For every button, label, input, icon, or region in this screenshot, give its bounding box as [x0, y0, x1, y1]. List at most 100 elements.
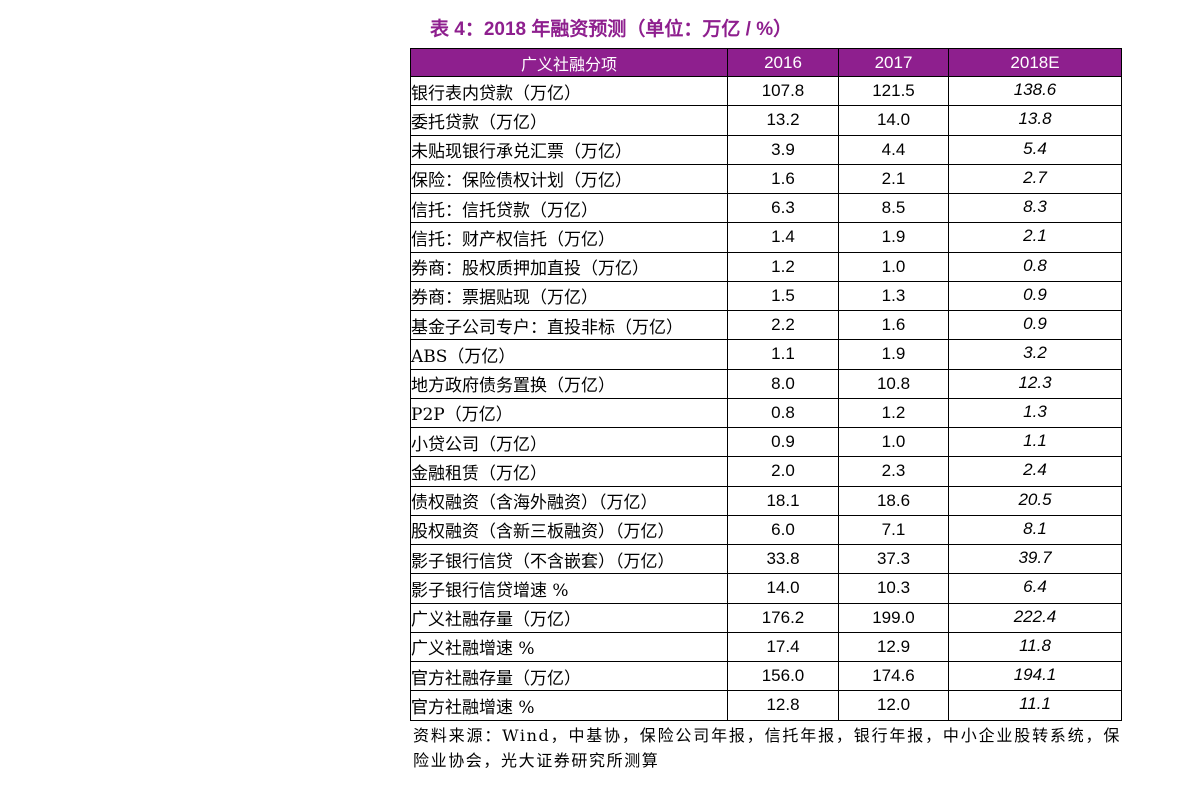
value-2017: 10.8 [838, 368, 949, 399]
table-row: 地方政府债务置换（万亿） 8.0 10.8 12.3 [410, 368, 1122, 399]
row-label: 股权融资（含新三板融资）（万亿） [410, 514, 728, 546]
value-2017: 1.3 [838, 280, 949, 312]
row-label: 小贷公司（万亿） [410, 426, 728, 458]
value-2018e: 138.6 [948, 75, 1122, 107]
value-2018e: 11.1 [948, 690, 1122, 721]
table-row: 券商：股权质押加直投（万亿） 1.2 1.0 0.8 [410, 251, 1122, 282]
row-label: 券商：股权质押加直投（万亿） [410, 251, 728, 282]
value-2018e: 0.8 [948, 251, 1122, 282]
table-row: 小贷公司（万亿） 0.9 1.0 1.1 [410, 426, 1122, 458]
row-label: 券商：票据贴现（万亿） [410, 280, 728, 312]
row-label: 广义社融存量（万亿） [410, 602, 728, 633]
table-row: 影子银行信贷（不含嵌套）（万亿） 33.8 37.3 39.7 [410, 543, 1122, 575]
table-row: 委托贷款（万亿） 13.2 14.0 13.8 [410, 105, 1122, 136]
table-row: 广义社融增速 % 17.4 12.9 11.8 [410, 631, 1122, 663]
financing-forecast-table: 广义社融分项 2016 2017 2018E 银行表内贷款（万亿） 107.8 12… [410, 48, 1122, 721]
value-2016: 13.2 [727, 105, 839, 136]
value-2018e: 11.8 [948, 631, 1122, 663]
table-header: 广义社融分项 2016 2017 2018E [410, 48, 1122, 77]
table-row: 券商：票据贴现（万亿） 1.5 1.3 0.9 [410, 280, 1122, 312]
value-2018e: 13.8 [948, 105, 1122, 136]
value-2018e: 5.4 [948, 134, 1122, 165]
value-2016: 1.4 [727, 222, 839, 253]
row-label: 官方社融存量（万亿） [410, 660, 728, 692]
source-note: 资料来源：Wind，中基协，保险公司年报，信托年报，银行年报，中小企业股转系统，… [413, 726, 1121, 770]
value-2018e: 3.2 [948, 339, 1122, 370]
value-2017: 8.5 [838, 192, 949, 224]
value-2018e: 194.1 [948, 660, 1122, 692]
row-label: 官方社融增速 % [410, 690, 728, 721]
header-2016: 2016 [727, 48, 839, 77]
table-title: 表 4：2018 年融资预测（单位：万亿 / %） [430, 19, 793, 40]
value-2016: 1.6 [727, 163, 839, 195]
value-2016: 2.2 [727, 309, 839, 341]
row-label: 保险：保险债权计划（万亿） [410, 163, 728, 195]
value-2016: 2.0 [727, 456, 839, 487]
value-2016: 0.9 [727, 426, 839, 458]
value-2018e: 2.1 [948, 222, 1122, 253]
row-label: P2P（万亿） [410, 397, 728, 429]
value-2016: 107.8 [727, 75, 839, 107]
value-2017: 199.0 [838, 602, 949, 633]
table-row: ABS（万亿） 1.1 1.9 3.2 [410, 339, 1122, 370]
value-2018e: 1.3 [948, 397, 1122, 429]
value-2018e: 222.4 [948, 602, 1122, 633]
row-label: ABS（万亿） [410, 339, 728, 370]
value-2018e: 2.7 [948, 163, 1122, 195]
value-2017: 37.3 [838, 543, 949, 575]
table-row: 官方社融增速 % 12.8 12.0 11.1 [410, 690, 1122, 721]
row-label: 金融租赁（万亿） [410, 456, 728, 487]
value-2018e: 20.5 [948, 485, 1122, 516]
value-2017: 7.1 [838, 514, 949, 546]
value-2018e: 12.3 [948, 368, 1122, 399]
table-row: P2P（万亿） 0.8 1.2 1.3 [410, 397, 1122, 429]
value-2016: 0.8 [727, 397, 839, 429]
row-label: 信托：信托贷款（万亿） [410, 192, 728, 224]
row-label: 未贴现银行承兑汇票（万亿） [410, 134, 728, 165]
table-row: 基金子公司专户：直投非标（万亿） 2.2 1.6 0.9 [410, 309, 1122, 341]
value-2018e: 8.3 [948, 192, 1122, 224]
value-2017: 12.9 [838, 631, 949, 663]
table-row: 保险：保险债权计划（万亿） 1.6 2.1 2.7 [410, 163, 1122, 195]
table-row: 官方社融存量（万亿） 156.0 174.6 194.1 [410, 660, 1122, 692]
value-2016: 176.2 [727, 602, 839, 633]
value-2017: 2.1 [838, 163, 949, 195]
value-2018e: 0.9 [948, 280, 1122, 312]
row-label: 债权融资（含海外融资）（万亿） [410, 485, 728, 516]
header-2017: 2017 [838, 48, 949, 77]
value-2016: 3.9 [727, 134, 839, 165]
table-row: 股权融资（含新三板融资）（万亿） 6.0 7.1 8.1 [410, 514, 1122, 546]
value-2016: 1.1 [727, 339, 839, 370]
value-2017: 1.9 [838, 339, 949, 370]
header-2018e: 2018E [948, 48, 1122, 77]
value-2018e: 39.7 [948, 543, 1122, 575]
row-label: 委托贷款（万亿） [410, 105, 728, 136]
value-2017: 12.0 [838, 690, 949, 721]
value-2016: 18.1 [727, 485, 839, 516]
value-2017: 14.0 [838, 105, 949, 136]
value-2018e: 0.9 [948, 309, 1122, 341]
value-2016: 17.4 [727, 631, 839, 663]
value-2017: 121.5 [838, 75, 949, 107]
table-row: 金融租赁（万亿） 2.0 2.3 2.4 [410, 456, 1122, 487]
value-2016: 1.2 [727, 251, 839, 282]
value-2016: 6.3 [727, 192, 839, 224]
value-2017: 10.3 [838, 573, 949, 604]
value-2016: 8.0 [727, 368, 839, 399]
value-2017: 1.9 [838, 222, 949, 253]
row-label: 基金子公司专户：直投非标（万亿） [410, 309, 728, 341]
table-row: 信托：信托贷款（万亿） 6.3 8.5 8.3 [410, 192, 1122, 224]
value-2017: 18.6 [838, 485, 949, 516]
row-label: 影子银行信贷（不含嵌套）（万亿） [410, 543, 728, 575]
row-label: 地方政府债务置换（万亿） [410, 368, 728, 399]
table-row: 影子银行信贷增速 % 14.0 10.3 6.4 [410, 573, 1122, 604]
value-2016: 12.8 [727, 690, 839, 721]
row-label: 影子银行信贷增速 % [410, 573, 728, 604]
table-row: 信托：财产权信托（万亿） 1.4 1.9 2.1 [410, 222, 1122, 253]
table-row: 银行表内贷款（万亿） 107.8 121.5 138.6 [410, 75, 1122, 107]
value-2018e: 1.1 [948, 426, 1122, 458]
row-label: 银行表内贷款（万亿） [410, 75, 728, 107]
header-category: 广义社融分项 [410, 48, 728, 77]
value-2018e: 2.4 [948, 456, 1122, 487]
value-2017: 2.3 [838, 456, 949, 487]
